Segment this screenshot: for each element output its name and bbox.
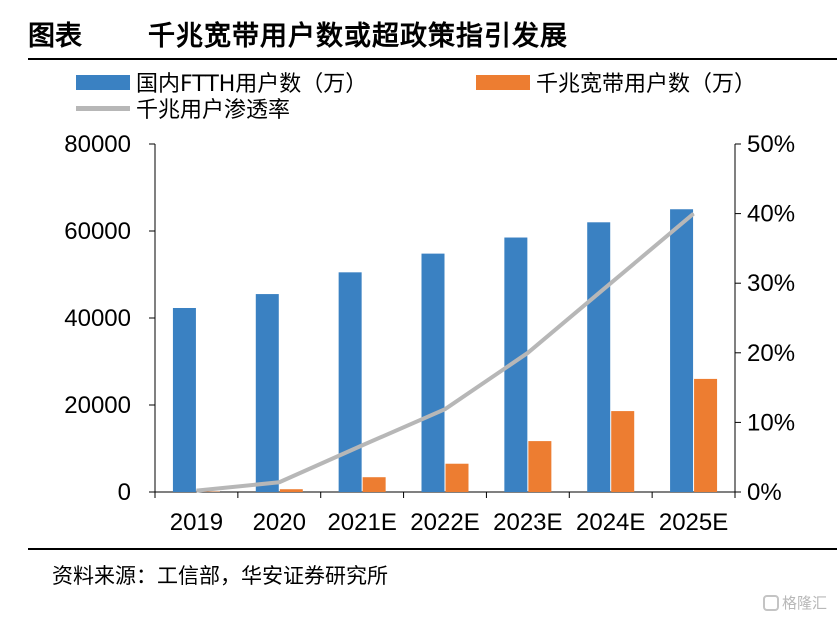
legend-item-ftth: 国内FTTH用户数（万） (76, 66, 367, 98)
bar-ftth (587, 222, 611, 493)
bar-ftth (670, 209, 694, 492)
bar-gigabit (279, 489, 303, 492)
legend-swatch-gigabit (476, 74, 530, 90)
y-left-tick-label: 60000 (64, 218, 131, 245)
watermark-text: 格隆汇 (781, 594, 827, 612)
figure-header: 图表 千兆宽带用户数或超政策指引发展 (0, 0, 837, 62)
bar-ftth (172, 307, 196, 492)
y-left-tick-label: 20000 (64, 392, 131, 419)
y-right-tick-label: 0% (747, 479, 782, 506)
y-right-tick-label: 20% (747, 340, 795, 367)
legend-item-gigabit: 千兆宽带用户数（万） (476, 66, 756, 98)
bar-gigabit (362, 477, 386, 492)
x-tick-label: 2022E (410, 509, 479, 536)
x-tick-label: 2021E (327, 509, 396, 536)
x-tick-label: 2020 (253, 509, 306, 536)
bar-gigabit (528, 441, 552, 492)
chart-plot: 0 20000 40000 60000 80000 0% 10% 20% 30% 40% 50% 20… (64, 131, 795, 536)
line-point-rate (610, 282, 612, 284)
x-tick-label: 2019 (170, 509, 223, 536)
line-point-rate (195, 490, 197, 492)
bar-ftth (504, 237, 528, 492)
line-point-rate (527, 352, 529, 354)
chart-legend: 国内FTTH用户数（万） 千兆宽带用户数（万） 千兆用户渗透率 (0, 60, 837, 123)
bar-gigabit (611, 411, 635, 492)
bottom-rule (28, 548, 837, 550)
y-right-tick-label: 30% (747, 270, 795, 297)
y-right-tick-label: 10% (747, 409, 795, 436)
bar-ftth (255, 294, 279, 492)
line-point-rate (444, 408, 446, 410)
x-tick-label: 2023E (493, 509, 562, 536)
x-tick-label: 2025E (659, 509, 728, 536)
y-left-tick-label: 0 (118, 479, 131, 506)
watermark-icon (762, 594, 779, 611)
bar-ftth (421, 253, 445, 492)
legend-swatch-ftth (76, 74, 130, 90)
legend-swatch-rate (76, 105, 130, 111)
line-point-rate (693, 213, 695, 215)
watermark: 格隆汇 (762, 592, 827, 613)
bar-gigabit (694, 378, 718, 492)
source-note: 资料来源：工信部，华安证券研究所 (52, 564, 388, 588)
top-rule (28, 58, 837, 60)
figure-label: 图表 (28, 21, 82, 52)
y-left-tick-label: 40000 (64, 305, 131, 332)
bar-gigabit (445, 463, 469, 492)
legend-label-rate: 千兆用户渗透率 (136, 98, 291, 123)
y-right-tick-label: 40% (747, 201, 795, 228)
legend-item-rate: 千兆用户渗透率 (76, 92, 290, 124)
line-point-rate (278, 481, 280, 483)
y-right-tick-label: 50% (747, 131, 795, 158)
legend-label-ftth: 国内FTTH用户数（万） (136, 72, 368, 97)
y-left-tick-label: 80000 (64, 131, 131, 158)
x-tick-label: 2024E (576, 509, 645, 536)
line-point-rate (361, 444, 363, 446)
bar-ftth (338, 272, 362, 492)
chart-title: 千兆宽带用户数或超政策指引发展 (148, 21, 568, 52)
legend-label-gigabit: 千兆宽带用户数（万） (536, 72, 757, 97)
